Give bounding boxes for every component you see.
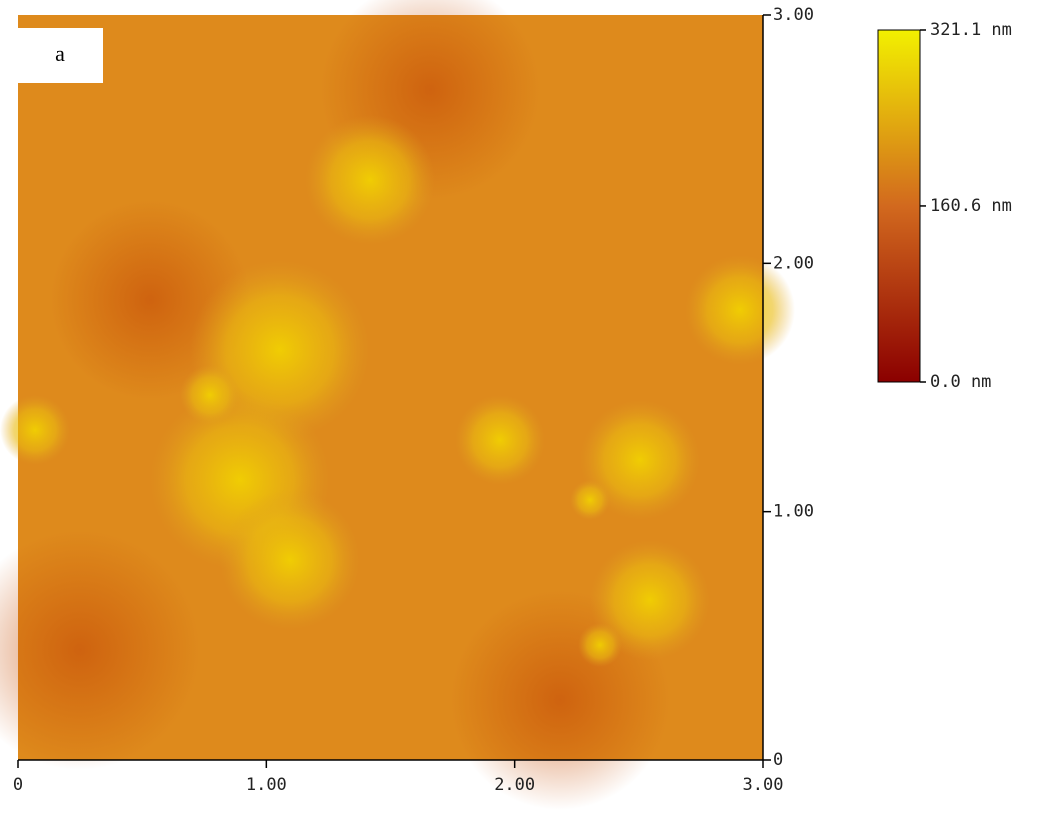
- x-tick-label: 0: [13, 775, 23, 795]
- x-tick-label: 1.00: [246, 775, 287, 795]
- page: {"chart_data": {"type": "image", "panel_…: [0, 0, 1057, 817]
- x-tick-label: 3.00: [743, 775, 784, 795]
- y-tick-label: 1.00: [773, 502, 814, 522]
- panel-label: a: [55, 41, 65, 66]
- afm-image: [0, 0, 795, 810]
- x-tick-label: 2.00: [494, 775, 535, 795]
- y-tick-label: 2.00: [773, 253, 814, 273]
- y-tick-label: 3.00: [773, 5, 814, 25]
- colorbar-tick-label: 321.1 nm: [930, 20, 1012, 40]
- y-tick-label: 0: [773, 750, 783, 770]
- colorbar: [878, 30, 920, 382]
- colorbar-tick-label: 160.6 nm: [930, 196, 1012, 216]
- chart: a 0 1.00 2.00 3.00 0 1.00 2.00 3.00 0.0 nm 160.6 …: [0, 0, 1057, 817]
- colorbar-tick-label: 0.0 nm: [930, 372, 991, 392]
